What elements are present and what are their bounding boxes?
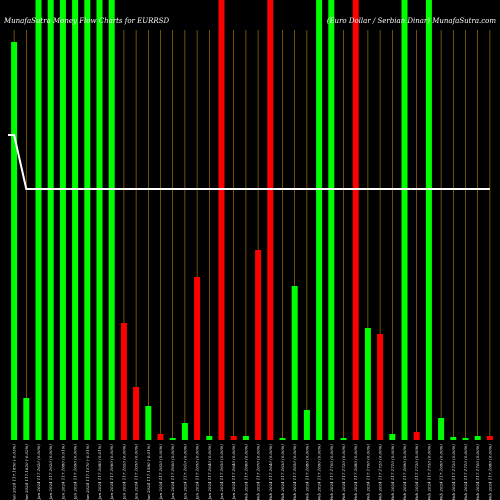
x-tick-label: Thu 08 Feb 2024 117.1680 (0.00%) xyxy=(304,444,309,500)
bar xyxy=(108,0,115,440)
bar xyxy=(291,286,298,440)
bar xyxy=(11,42,18,440)
bar xyxy=(242,436,249,440)
bar xyxy=(47,0,54,440)
x-tick-label: Thu 11 Jan 2024 117.1680 (0.01%) xyxy=(60,444,65,500)
x-tick-label: Mon 22 Jan 2024 117.1580 (-0.01%) xyxy=(146,444,151,500)
bar xyxy=(206,436,213,440)
bar xyxy=(23,398,30,440)
bar xyxy=(352,0,359,440)
x-tick-label: Thu 18 Jan 2024 117.1620 (0.00%) xyxy=(121,444,126,500)
x-tick-label: Tue 20 Feb 2024 117.1690 (0.00%) xyxy=(402,444,407,500)
x-tick-label: Mon 05 Feb 2024 117.1640 (0.00%) xyxy=(268,444,273,500)
x-tick-label: Mon 26 Feb 2024 117.1720 (0.00%) xyxy=(451,444,456,500)
x-tick-label: Tue 06 Feb 2024 117.1630 (0.00%) xyxy=(280,444,285,500)
x-tick-label: Thu 01 Feb 2024 117.1660 (0.00%) xyxy=(243,444,248,500)
bar xyxy=(450,437,457,440)
bar xyxy=(72,0,79,440)
bar xyxy=(133,387,140,440)
bar xyxy=(181,423,188,440)
bar xyxy=(401,0,408,440)
bar xyxy=(316,0,323,440)
x-tick-label: Fri 26 Jan 2024 117.1650 (0.00%) xyxy=(195,444,200,500)
x-tick-label: Thu 29 Feb 2024 117.1680 (0.00%) xyxy=(487,444,492,500)
x-tick-label: Mon 15 Jan 2024 117.1570 (-0.01%) xyxy=(85,444,90,500)
x-tick-label: Tue 27 Feb 2024 117.1710 (0.00%) xyxy=(463,444,468,500)
x-tick-label: Thu 15 Feb 2024 117.1700 (0.00%) xyxy=(365,444,370,500)
bar xyxy=(438,418,445,440)
x-tick-label: Fri 16 Feb 2024 117.1720 (0.00%) xyxy=(378,444,383,500)
trend-line xyxy=(8,134,490,190)
x-tick-label: Mon 12 Feb 2024 117.1700 (0.00%) xyxy=(329,444,334,500)
bar xyxy=(389,434,396,440)
bar xyxy=(474,436,481,440)
bar xyxy=(462,438,469,440)
bar xyxy=(145,406,152,440)
bar xyxy=(267,0,274,440)
chart-title-left: MunafaSutra Money Flow Charts for EURRSD xyxy=(3,17,169,25)
x-tick-label: Mon 08 Jan 2024 117.1620 (-0.02%) xyxy=(24,444,29,500)
bar xyxy=(35,0,42,440)
bar xyxy=(303,410,310,440)
x-tick-label: Wed 10 Jan 2024 117.1620 (0.00%) xyxy=(48,444,53,500)
x-tick-label: Wed 28 Feb 2024 117.1700 (0.00%) xyxy=(475,444,480,500)
bar xyxy=(194,277,201,440)
bar xyxy=(218,0,225,440)
chart-title-right: (Euro Dollar / Serbian Dinar) MunafaSutr… xyxy=(327,17,497,25)
x-tick-label: Fri 12 Jan 2024 117.1690 (0.00%) xyxy=(73,444,78,500)
x-tick-label: Mon 29 Jan 2024 117.1640 (0.00%) xyxy=(207,444,212,500)
x-tick-label: Fri 23 Feb 2024 117.1690 (0.00%) xyxy=(439,444,444,500)
bar xyxy=(84,0,91,440)
x-tick-label: Thu 22 Feb 2024 117.1730 (0.00%) xyxy=(426,444,431,500)
x-tick-label: Fri 09 Feb 2024 117.1690 (0.00%) xyxy=(317,444,322,500)
bar xyxy=(59,0,66,440)
bar xyxy=(364,328,371,440)
x-tick-label: Fri 05 Jan 2024 117.1850 (-0.03%) xyxy=(12,444,17,500)
x-tick-label: Tue 30 Jan 2024 117.1650 (0.00%) xyxy=(219,444,224,500)
bar xyxy=(377,334,384,440)
x-tick-labels: Fri 05 Jan 2024 117.1850 (-0.03%) Mon 08 … xyxy=(12,444,493,500)
x-tick-label: Thu 25 Jan 2024 117.1610 (0.00%) xyxy=(182,444,187,500)
bar xyxy=(96,0,103,440)
x-tick-label: Wed 24 Jan 2024 117.1600 (0.00%) xyxy=(170,444,175,500)
bar xyxy=(486,436,493,440)
x-tick-label: Wed 07 Feb 2024 117.1650 (0.00%) xyxy=(292,444,297,500)
bars xyxy=(11,0,493,440)
x-tick-label: Tue 13 Feb 2024 117.1720 (0.00%) xyxy=(341,444,346,500)
x-tick-label: Fri 02 Feb 2024 117.1670 (0.00%) xyxy=(256,444,261,500)
bar xyxy=(255,250,262,440)
x-tick-label: Tue 09 Jan 2024 117.1620 (0.00%) xyxy=(36,444,41,500)
bar xyxy=(279,438,286,440)
bar xyxy=(413,432,420,440)
x-tick-label: Wed 31 Jan 2024 117.1640 (0.00%) xyxy=(231,444,236,500)
x-tick-label: Wed 21 Feb 2024 117.1720 (0.00%) xyxy=(414,444,419,500)
bar xyxy=(157,434,164,440)
x-tick-label: Tue 16 Jan 2024 117.1680 (0.01%) xyxy=(97,444,102,500)
x-tick-label: Fri 19 Jan 2024 117.1650 (0.00%) xyxy=(134,444,139,500)
bar xyxy=(230,436,237,440)
bar xyxy=(120,323,127,440)
bar xyxy=(340,438,347,440)
bar xyxy=(169,438,176,440)
bar xyxy=(425,0,432,440)
x-tick-label: Tue 23 Jan 2024 117.1620 (0.00%) xyxy=(158,444,163,500)
bar xyxy=(328,0,335,440)
x-tick-label: Wed 17 Jan 2024 117.1660 (0.00%) xyxy=(109,444,114,500)
x-tick-label: Wed 14 Feb 2024 117.1680 (0.00%) xyxy=(353,444,358,500)
x-tick-label: Mon 19 Feb 2024 117.1710 (0.00%) xyxy=(390,444,395,500)
